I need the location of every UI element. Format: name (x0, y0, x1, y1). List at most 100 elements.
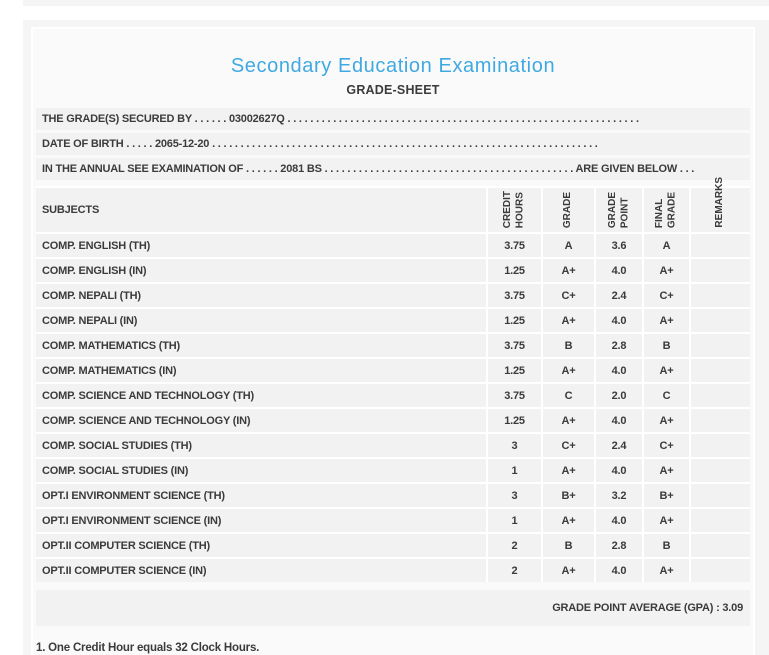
table-row: COMP. NEPALI (TH) 3.75 C+ 2.4 C+ (36, 284, 750, 307)
final-grade-cell: A+ (644, 459, 689, 482)
credit-hours-cell: 1.25 (488, 259, 541, 282)
column-header-grade: GRADE (543, 188, 594, 232)
remarks-cell (691, 459, 750, 482)
subject-cell: COMP. SCIENCE AND TECHNOLOGY (TH) (36, 384, 486, 407)
grade-cell: A+ (543, 459, 594, 482)
grade-point-cell: 2.4 (596, 284, 642, 307)
examination-line: IN THE ANNUAL SEE EXAMINATION OF . . . .… (36, 158, 750, 180)
grades-secured-line: THE GRADE(S) SECURED BY . . . . . . 0300… (36, 108, 750, 130)
table-row: COMP. SOCIAL STUDIES (TH) 3 C+ 2.4 C+ (36, 434, 750, 457)
remarks-cell (691, 334, 750, 357)
final-grade-cell: C+ (644, 284, 689, 307)
final-grade-cell: A+ (644, 559, 689, 582)
grade-sheet-card: Secondary Education Examination GRADE-SH… (31, 27, 755, 655)
subject-cell: COMP. NEPALI (TH) (36, 284, 486, 307)
grade-cell: B (543, 534, 594, 557)
subject-cell: COMP. MATHEMATICS (IN) (36, 359, 486, 382)
grade-cell: A (543, 234, 594, 257)
grade-point-cell: 2.8 (596, 534, 642, 557)
credit-hours-cell: 3 (488, 434, 541, 457)
remarks-cell (691, 234, 750, 257)
subject-cell: COMP. ENGLISH (TH) (36, 234, 486, 257)
table-row: COMP. SCIENCE AND TECHNOLOGY (IN) 1.25 A… (36, 409, 750, 432)
final-grade-cell: A+ (644, 509, 689, 532)
grade-point-cell: 4.0 (596, 559, 642, 582)
subject-cell: COMP. SOCIAL STUDIES (TH) (36, 434, 486, 457)
credit-hours-cell: 1.25 (488, 359, 541, 382)
grade-cell: A+ (543, 509, 594, 532)
table-row: COMP. ENGLISH (TH) 3.75 A 3.6 A (36, 234, 750, 257)
credit-hours-cell: 3.75 (488, 334, 541, 357)
column-header-remarks: REMARKS (691, 177, 750, 232)
subject-cell: COMP. SCIENCE AND TECHNOLOGY (IN) (36, 409, 486, 432)
sheet-subtitle: GRADE-SHEET (346, 83, 440, 97)
grade-point-cell: 2.4 (596, 434, 642, 457)
grade-cell: C (543, 384, 594, 407)
remarks-cell (691, 384, 750, 407)
table-header-row: SUBJECTS CREDIT HOURS GRADE GRADE POINT … (36, 177, 750, 232)
page-title: Secondary Education Examination (230, 55, 556, 77)
grades-table: SUBJECTS CREDIT HOURS GRADE GRADE POINT … (36, 177, 750, 582)
credit-hours-cell: 1 (488, 459, 541, 482)
table-body: COMP. ENGLISH (TH) 3.75 A 3.6 A COMP. EN… (36, 234, 750, 582)
table-row: OPT.II COMPUTER SCIENCE (IN) 2 A+ 4.0 A+ (36, 559, 750, 582)
grade-cell: A+ (543, 359, 594, 382)
subject-cell: OPT.II COMPUTER SCIENCE (IN) (36, 559, 486, 582)
subject-cell: COMP. ENGLISH (IN) (36, 259, 486, 282)
grade-point-cell: 4.0 (596, 359, 642, 382)
grade-point-cell: 4.0 (596, 509, 642, 532)
remarks-cell (691, 559, 750, 582)
final-grade-label: FINAL GRADE (654, 191, 678, 228)
grade-point-cell: 4.0 (596, 459, 642, 482)
remarks-cell (691, 259, 750, 282)
subject-cell: OPT.I ENVIRONMENT SCIENCE (TH) (36, 484, 486, 507)
final-grade-cell: C (644, 384, 689, 407)
table-row: COMP. SCIENCE AND TECHNOLOGY (TH) 3.75 C… (36, 384, 750, 407)
column-header-final-grade: FINAL GRADE (644, 188, 689, 232)
credit-hours-label: CREDIT HOURS (502, 190, 526, 228)
final-grade-cell: B (644, 334, 689, 357)
final-grade-cell: A+ (644, 409, 689, 432)
grade-cell: C+ (543, 284, 594, 307)
grade-cell: B+ (543, 484, 594, 507)
grade-point-cell: 3.6 (596, 234, 642, 257)
grade-cell: B (543, 334, 594, 357)
date-of-birth-line: DATE OF BIRTH . . . . . 2065-12-20 . . .… (36, 133, 750, 155)
remarks-cell (691, 484, 750, 507)
grade-point-label: GRADE POINT (606, 191, 631, 228)
final-grade-cell: B+ (644, 484, 689, 507)
grade-cell: A+ (543, 259, 594, 282)
column-header-grade-point: GRADE POINT (596, 188, 642, 232)
credit-hours-cell: 1.25 (488, 309, 541, 332)
remarks-cell (691, 409, 750, 432)
table-row: OPT.II COMPUTER SCIENCE (TH) 2 B 2.8 B (36, 534, 750, 557)
grade-point-cell: 4.0 (596, 259, 642, 282)
credit-hours-cell: 3 (488, 484, 541, 507)
grade-point-cell: 2.8 (596, 334, 642, 357)
table-row: COMP. MATHEMATICS (IN) 1.25 A+ 4.0 A+ (36, 359, 750, 382)
remarks-cell (691, 359, 750, 382)
grade-cell: A+ (543, 559, 594, 582)
credit-hours-cell: 3.75 (488, 384, 541, 407)
grade-point-cell: 3.2 (596, 484, 642, 507)
subject-cell: OPT.I ENVIRONMENT SCIENCE (IN) (36, 509, 486, 532)
gpa-text: GRADE POINT AVERAGE (GPA) : 3.09 (552, 602, 743, 614)
credit-hours-cell: 2 (488, 559, 541, 582)
remarks-cell (691, 434, 750, 457)
column-header-credit-hours: CREDIT HOURS (488, 188, 541, 232)
remarks-cell (691, 509, 750, 532)
grade-point-cell: 4.0 (596, 309, 642, 332)
remarks-label: REMARKS (714, 177, 726, 228)
final-grade-cell: A+ (644, 359, 689, 382)
grade-point-cell: 2.0 (596, 384, 642, 407)
table-row: OPT.I ENVIRONMENT SCIENCE (TH) 3 B+ 3.2 … (36, 484, 750, 507)
remarks-cell (691, 284, 750, 307)
grade-label: GRADE (562, 191, 574, 228)
table-row: COMP. SOCIAL STUDIES (IN) 1 A+ 4.0 A+ (36, 459, 750, 482)
subject-cell: COMP. SOCIAL STUDIES (IN) (36, 459, 486, 482)
grade-cell: C+ (543, 434, 594, 457)
final-grade-cell: A (644, 234, 689, 257)
footnote: 1. One Credit Hour equals 32 Clock Hours… (36, 642, 260, 654)
grade-cell: A+ (543, 409, 594, 432)
